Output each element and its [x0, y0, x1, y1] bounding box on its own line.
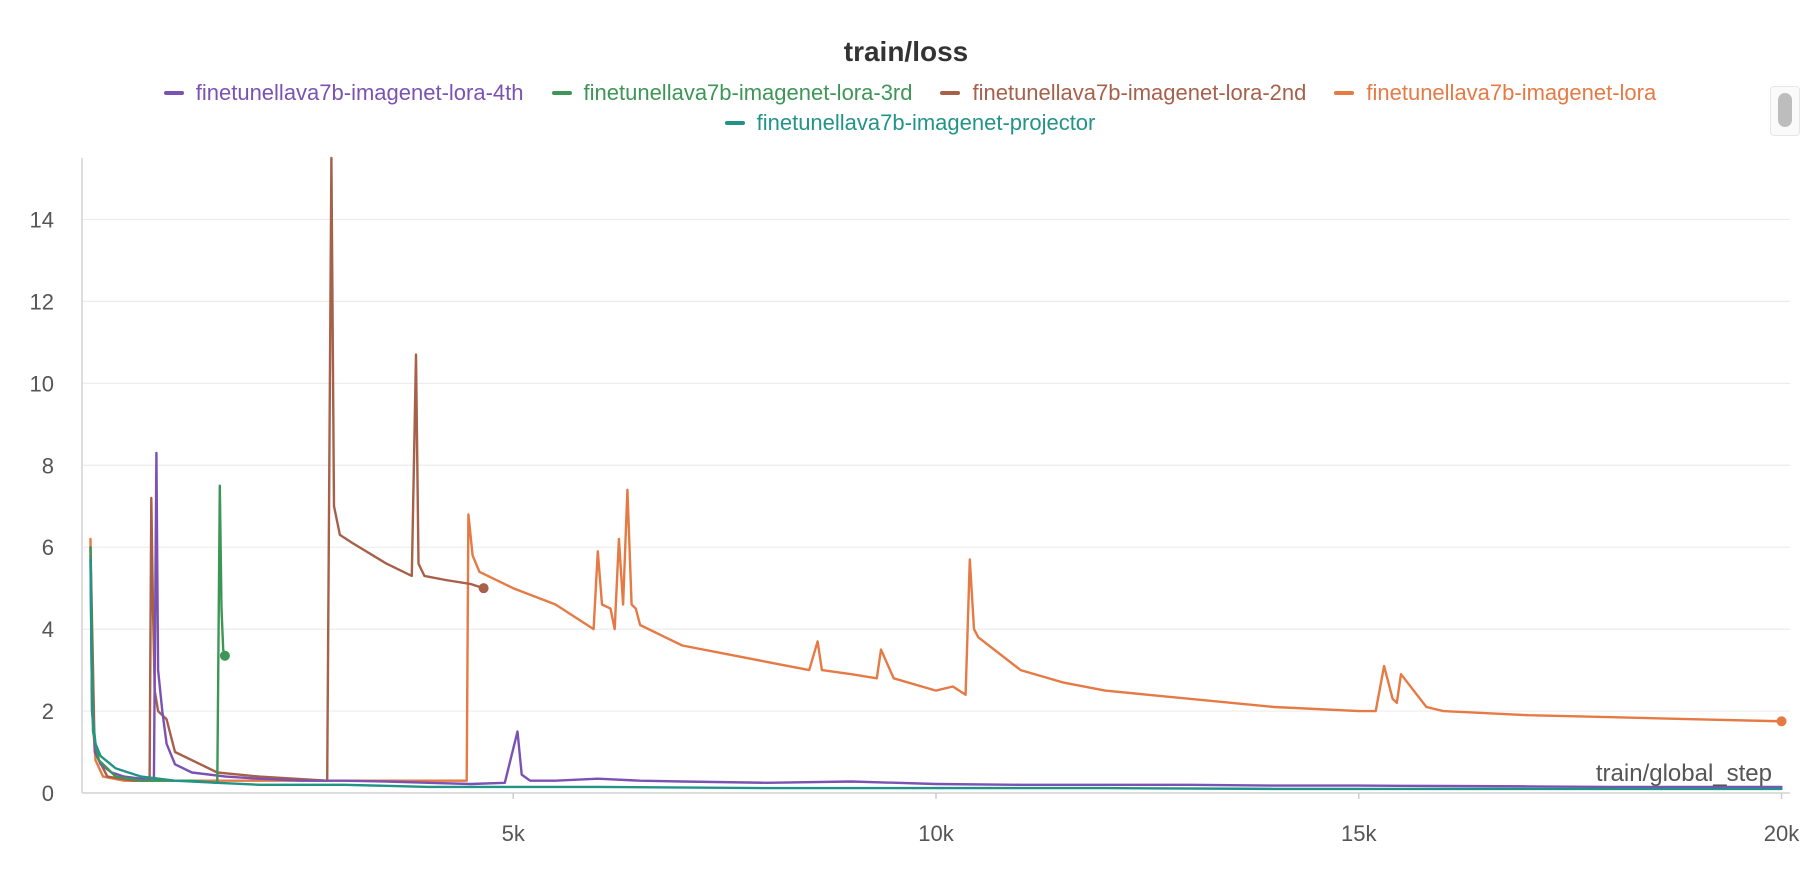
- legend: finetunellava7b-imagenet-lora-4th finetun…: [90, 80, 1730, 136]
- x-tick-label: 20k: [1764, 821, 1800, 846]
- x-axis-label: train/global_step: [1596, 760, 1772, 787]
- legend-swatch: [551, 91, 572, 95]
- chart-title: train/loss: [843, 36, 969, 67]
- series-end-marker-1: [219, 650, 230, 661]
- y-tick-label: 12: [30, 289, 54, 314]
- legend-item[interactable]: finetunellava7b-imagenet-projector: [724, 110, 1096, 136]
- y-tick-label: 10: [30, 371, 54, 396]
- y-tick-label: 14: [30, 207, 54, 232]
- series-group: [89, 156, 1787, 791]
- y-tick-label: 8: [42, 453, 54, 478]
- legend-item[interactable]: finetunellava7b-imagenet-lora-3rd: [551, 80, 913, 106]
- series-end-marker-2: [478, 583, 489, 594]
- legend-item[interactable]: finetunellava7b-imagenet-lora-2nd: [940, 80, 1306, 106]
- y-tick-label: 6: [42, 535, 54, 560]
- series-line-2: [89, 156, 485, 782]
- x-tick-label: 10k: [918, 821, 954, 846]
- y-tick-label: 0: [42, 781, 54, 806]
- legend-scroll-thumb[interactable]: [1778, 93, 1792, 127]
- legend-label: finetunellava7b-imagenet-lora-2nd: [972, 80, 1307, 105]
- legend-label: finetunellava7b-imagenet-lora-3rd: [583, 80, 913, 105]
- series-end-marker-3: [1776, 716, 1787, 727]
- series-line-3: [89, 488, 1783, 782]
- legend-swatch: [724, 121, 745, 125]
- legend-scrollbar[interactable]: [1770, 86, 1800, 136]
- series-line-4: [89, 558, 1783, 791]
- legend-label: finetunellava7b-imagenet-lora-4th: [195, 80, 524, 105]
- legend-item[interactable]: finetunellava7b-imagenet-lora-4th: [163, 80, 524, 106]
- y-tick-label: 4: [42, 617, 54, 642]
- series-line-0: [89, 451, 1783, 789]
- legend-label: finetunellava7b-imagenet-lora: [1366, 80, 1657, 105]
- legend-swatch: [940, 91, 961, 95]
- legend-swatch: [163, 91, 184, 95]
- axes: [81, 158, 1790, 799]
- axis-labels: train/global_step 0 2 4 6 8 10 12 14 5k 10k 15k 20k: [30, 207, 1801, 846]
- legend-item[interactable]: finetunellava7b-imagenet-lora: [1334, 80, 1656, 106]
- legend-label: finetunellava7b-imagenet-projector: [756, 110, 1096, 135]
- x-tick-label: 15k: [1341, 821, 1377, 846]
- y-tick-label: 2: [42, 699, 54, 724]
- legend-swatch: [1334, 91, 1355, 95]
- grid: [82, 218, 1790, 712]
- x-tick-label: 5k: [502, 821, 526, 846]
